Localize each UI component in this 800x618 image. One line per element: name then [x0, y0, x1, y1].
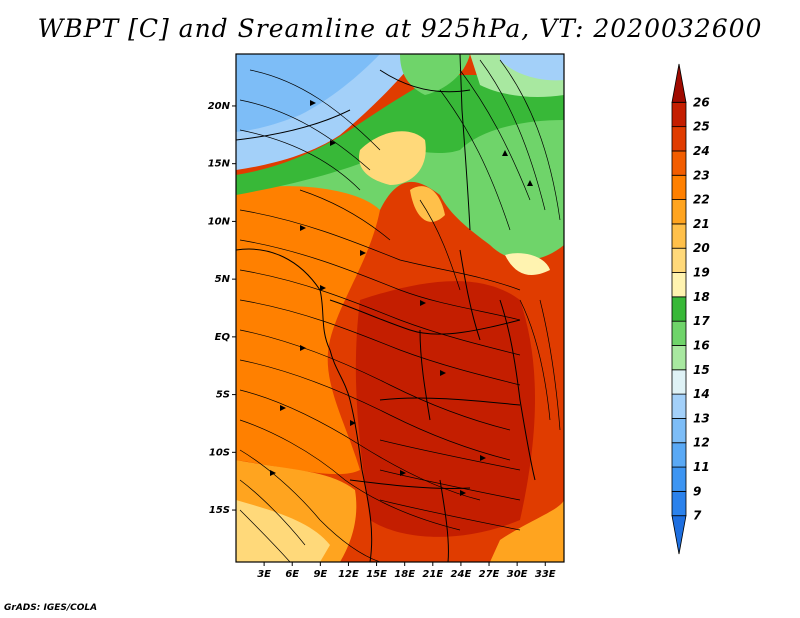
- region-yellow-south: [236, 500, 330, 562]
- colorbar-label: 21: [693, 217, 710, 231]
- colorbar-label: 18: [693, 290, 710, 304]
- colorbar-swatch: [671, 126, 687, 152]
- lon-tick-label: 24E: [451, 569, 472, 580]
- region-green-band: [236, 110, 564, 260]
- lon-tick-label: 18E: [394, 569, 415, 580]
- colorbar-swatch: [671, 320, 687, 346]
- colorbar-swatch: [671, 223, 687, 249]
- colorbar-label: 14: [693, 387, 710, 401]
- colorbar-swatch: [671, 418, 687, 444]
- colorbar-swatch: [671, 369, 687, 395]
- colorbar-label: 19: [693, 266, 710, 280]
- longitude-axis: 3E 6E 9E 12E 15E 18E 21E 24E 27E 30E 33E: [257, 562, 556, 580]
- region-green-patch-north: [400, 54, 470, 95]
- lon-tick-label: 12E: [338, 569, 359, 580]
- lon-tick-label: 3E: [257, 569, 271, 580]
- region-dark-red-core: [355, 281, 535, 537]
- colorbar-swatch: [671, 247, 687, 273]
- lat-tick-label: 20N: [208, 101, 231, 112]
- colorbar-label: 13: [693, 411, 710, 425]
- lat-tick-label: 5S: [216, 390, 230, 401]
- colorbar-swatch: [671, 345, 687, 371]
- lat-tick-label: 5N: [215, 274, 231, 285]
- lon-tick-label: 30E: [507, 569, 528, 580]
- region-yellow-sahel: [359, 131, 426, 185]
- colorbar-label: 16: [693, 338, 710, 352]
- colorbar-label: 26: [693, 95, 710, 109]
- colorbar-swatch: [671, 272, 687, 298]
- lat-tick-label: 10N: [208, 216, 231, 227]
- region-blue-ne: [500, 54, 564, 81]
- lon-tick-label: 15E: [366, 569, 387, 580]
- map-frame: [235, 53, 565, 563]
- colorbar-label: 25: [693, 120, 710, 134]
- lon-tick-label: 33E: [535, 569, 556, 580]
- colorbar-swatch: [671, 296, 687, 322]
- chart-title: WBPT [C] and Sreamline at 925hPa, VT: 20…: [37, 14, 763, 43]
- lon-tick-label: 6E: [285, 569, 299, 580]
- region-orange-west: [236, 183, 380, 475]
- colorbar-label: 22: [693, 193, 710, 207]
- colorbar-swatch: [671, 150, 687, 176]
- colorbar-label: 20: [693, 241, 710, 255]
- grads-credit: GrADS: IGES/COLA: [4, 603, 98, 613]
- colorbar-label: 24: [693, 144, 710, 158]
- colorbar-label: 7: [693, 509, 702, 523]
- colorbar-label: 12: [693, 436, 710, 450]
- lat-tick-label: 15S: [209, 505, 230, 516]
- lat-tick-label: 10S: [209, 447, 230, 458]
- region-orange-southeast: [490, 500, 564, 562]
- region-yellow-patch: [410, 186, 445, 222]
- colorbar-swatch: [671, 466, 687, 492]
- stream-arrows: [270, 100, 533, 496]
- colorbar-label: 11: [693, 460, 710, 474]
- streamlines: [239, 59, 561, 562]
- lon-tick-label: 9E: [313, 569, 327, 580]
- latitude-axis: 20N 15N 10N 5N EQ 5S 10S 15S: [208, 101, 236, 516]
- colorbar-label: 23: [693, 168, 710, 182]
- colorbar-bottom-triangle: [671, 515, 687, 555]
- colorbar-label: 17: [693, 314, 710, 328]
- colorbar-top-triangle: [671, 63, 687, 103]
- region-cold-north-blue: [236, 54, 380, 132]
- lat-tick-label: EQ: [215, 332, 231, 343]
- lon-tick-label: 27E: [479, 569, 500, 580]
- colorbar: 7 9 11 12 13 14 15 16 17 18 19 20 21 22 23 24 25 26: [671, 63, 710, 555]
- colorbar-label: 9: [693, 484, 701, 498]
- colorbar-swatch: [671, 174, 687, 200]
- map-area: [236, 54, 564, 562]
- colorbar-swatch: [671, 101, 687, 128]
- lat-tick-label: 15N: [208, 159, 231, 170]
- colorbar-swatch: [671, 442, 687, 468]
- borders: [236, 54, 536, 562]
- lon-tick-label: 21E: [422, 569, 443, 580]
- colorbar-swatch: [671, 393, 687, 419]
- colorbar-swatch: [671, 199, 687, 225]
- region-yellow-east: [505, 253, 550, 275]
- colorbar-swatch: [671, 490, 687, 517]
- colorbar-label: 15: [693, 363, 710, 377]
